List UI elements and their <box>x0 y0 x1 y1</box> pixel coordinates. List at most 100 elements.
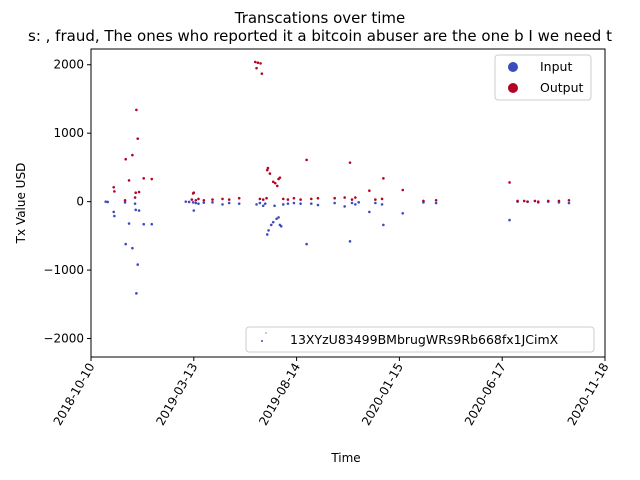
x-axis-label: Time <box>330 451 360 465</box>
output-point <box>278 176 282 179</box>
input-point <box>133 202 137 205</box>
input-point <box>316 203 320 207</box>
input-point <box>202 201 206 204</box>
input-point <box>401 211 405 215</box>
input-point <box>357 201 360 204</box>
output-point <box>401 188 405 192</box>
input-point <box>275 217 278 221</box>
input-point <box>124 242 128 246</box>
output-point <box>127 179 131 182</box>
input-point <box>277 216 280 219</box>
output-point <box>197 197 200 201</box>
input-point <box>567 201 571 205</box>
input-point <box>135 292 138 295</box>
input-point <box>255 203 258 206</box>
output-point <box>368 189 371 192</box>
output-point <box>522 199 526 203</box>
input-point <box>292 201 296 205</box>
output-point <box>546 199 550 203</box>
output-point <box>333 196 336 200</box>
output-point <box>271 180 275 184</box>
output-point <box>194 198 198 202</box>
output-point <box>227 198 231 201</box>
input-point <box>113 214 116 218</box>
input-point <box>197 202 200 205</box>
output-point <box>190 198 194 201</box>
input-point <box>137 209 141 212</box>
input-point <box>221 203 224 206</box>
input-point <box>286 202 290 205</box>
input-point <box>269 223 273 227</box>
output-point <box>516 199 519 203</box>
output-point <box>281 197 285 201</box>
legend-input-marker <box>508 62 518 72</box>
y-axis-label: Tx Value USD <box>14 163 28 245</box>
output-point <box>268 172 272 175</box>
output-point <box>211 198 214 201</box>
output-point <box>150 177 154 181</box>
output-point <box>266 166 270 170</box>
output-point <box>265 196 268 200</box>
output-point <box>299 198 302 201</box>
output-point <box>309 197 313 201</box>
input-point <box>227 201 231 205</box>
output-point <box>286 198 290 201</box>
input-point <box>136 263 140 266</box>
input-point <box>134 208 138 212</box>
output-point <box>275 184 279 188</box>
output-point <box>536 200 540 203</box>
legend-input-label: Input <box>540 59 572 74</box>
output-point <box>133 196 137 199</box>
input-point <box>380 203 384 206</box>
output-point <box>374 198 377 201</box>
output-point <box>112 185 115 189</box>
output-point <box>343 196 346 199</box>
input-point <box>309 202 313 205</box>
output-point <box>135 108 138 112</box>
output-point <box>131 153 134 157</box>
output-point <box>237 196 241 200</box>
input-point <box>112 210 115 214</box>
input-point <box>271 220 275 224</box>
y-tick-label: −2000 <box>43 332 84 346</box>
output-point <box>192 191 196 195</box>
output-point <box>434 198 438 202</box>
input-point <box>273 204 276 208</box>
input-point <box>299 202 302 205</box>
input-point <box>368 210 371 214</box>
input-point <box>131 246 134 250</box>
input-point <box>263 202 267 205</box>
legend: Input Output <box>494 54 592 101</box>
chart-subtitle: s: , fraud, The ones who reported it a b… <box>28 27 612 45</box>
input-point <box>305 242 308 246</box>
output-point <box>256 61 260 64</box>
output-point <box>261 198 265 201</box>
output-point <box>113 190 116 193</box>
output-point <box>260 72 264 75</box>
input-point <box>127 222 131 225</box>
output-point <box>134 191 138 195</box>
input-point <box>261 204 265 208</box>
legend-output-label: Output <box>540 80 584 95</box>
input-point <box>237 202 241 205</box>
y-axis: −2000 −1000 0 1000 2000 <box>43 58 91 346</box>
output-point <box>354 196 357 199</box>
input-point <box>374 201 377 205</box>
output-point <box>380 197 384 201</box>
output-point <box>508 181 511 184</box>
input-point <box>382 223 385 227</box>
address-legend-frame <box>245 326 595 353</box>
output-point <box>526 200 529 203</box>
y-tick-label: 0 <box>76 195 84 209</box>
output-point <box>265 168 269 172</box>
output-point <box>567 198 571 202</box>
output-point <box>258 197 262 201</box>
input-point <box>184 200 188 203</box>
plot-area <box>90 48 606 358</box>
output-point <box>259 62 262 65</box>
output-point <box>136 137 140 140</box>
x-tick-label: 2019-08-14 <box>256 361 303 428</box>
input-point <box>279 224 283 228</box>
y-tick-label: 2000 <box>53 58 84 72</box>
input-point <box>258 201 262 205</box>
